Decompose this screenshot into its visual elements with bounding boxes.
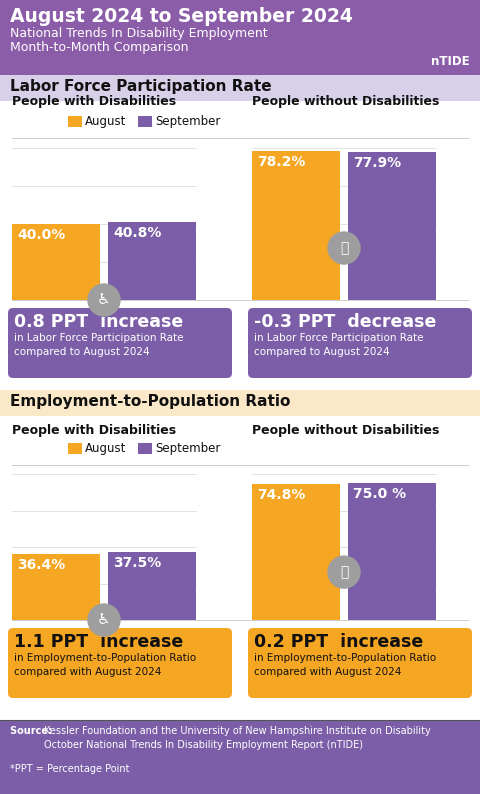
Text: in Employment-to-Population Ratio
compared with August 2024: in Employment-to-Population Ratio compar… [254,653,436,677]
Bar [108,222,196,300]
Text: People with Disabilities: People with Disabilities [12,424,176,437]
Text: 👥: 👥 [340,565,348,579]
Text: in Employment-to-Population Ratio
compared with August 2024: in Employment-to-Population Ratio compar… [14,653,196,677]
Bar [348,152,436,300]
Text: 0.8 PPT  increase: 0.8 PPT increase [14,313,183,331]
Text: 0.2 PPT  increase: 0.2 PPT increase [254,633,423,651]
Bar [252,151,340,300]
Text: 75.0 %: 75.0 % [353,488,406,501]
Bar [12,224,100,300]
Text: People with Disabilities: People with Disabilities [12,95,176,108]
Text: nTIDE: nTIDE [432,55,470,68]
Bar [138,443,152,454]
Bar [348,484,436,620]
Text: 78.2%: 78.2% [257,155,305,169]
Text: Labor Force Participation Rate: Labor Force Participation Rate [10,79,272,94]
Text: 40.8%: 40.8% [113,226,161,241]
Text: People without Disabilities: People without Disabilities [252,424,439,437]
Text: in Labor Force Participation Rate
compared to August 2024: in Labor Force Participation Rate compar… [14,333,183,357]
Text: August: August [85,442,126,455]
Text: National Trends In Disability Employment: National Trends In Disability Employment [10,27,268,40]
Text: September: September [155,115,220,128]
Bar [0,390,480,416]
Text: *PPT = Percentage Point: *PPT = Percentage Point [10,764,130,774]
Bar [0,720,480,794]
Text: Kessler Foundation and the University of New Hampshire Institute on Disability
O: Kessler Foundation and the University of… [44,726,431,750]
Circle shape [88,604,120,636]
Text: People without Disabilities: People without Disabilities [252,95,439,108]
Circle shape [328,556,360,588]
Text: -0.3 PPT  decrease: -0.3 PPT decrease [254,313,436,331]
Text: ♿: ♿ [97,292,111,307]
Text: 1.1 PPT  increase: 1.1 PPT increase [14,633,183,651]
Bar [0,0,480,75]
FancyBboxPatch shape [8,308,232,378]
FancyBboxPatch shape [248,628,472,698]
Bar [68,443,82,454]
Circle shape [88,284,120,316]
Text: 36.4%: 36.4% [17,557,65,572]
Text: 37.5%: 37.5% [113,556,161,569]
Text: 40.0%: 40.0% [17,228,65,241]
Text: 77.9%: 77.9% [353,156,401,170]
Text: August: August [85,115,126,128]
Text: September: September [155,442,220,455]
Bar [68,116,82,127]
Text: ♿: ♿ [97,612,111,627]
Bar [138,116,152,127]
Circle shape [328,232,360,264]
Bar [12,553,100,620]
Text: 74.8%: 74.8% [257,488,305,502]
Text: August 2024 to September 2024: August 2024 to September 2024 [10,7,353,26]
Text: Source:: Source: [10,726,55,736]
Text: Employment-to-Population Ratio: Employment-to-Population Ratio [10,394,290,409]
FancyBboxPatch shape [248,308,472,378]
Text: in Labor Force Participation Rate
compared to August 2024: in Labor Force Participation Rate compar… [254,333,423,357]
Bar [0,75,480,101]
Text: 👥: 👥 [340,241,348,255]
Bar [252,484,340,620]
Text: Month-to-Month Comparison: Month-to-Month Comparison [10,41,189,54]
Bar [108,552,196,620]
FancyBboxPatch shape [8,628,232,698]
